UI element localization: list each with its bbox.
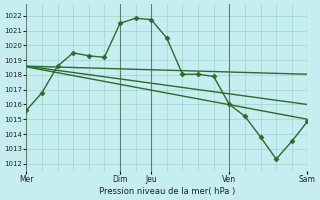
X-axis label: Pression niveau de la mer( hPa ): Pression niveau de la mer( hPa ) — [99, 187, 235, 196]
